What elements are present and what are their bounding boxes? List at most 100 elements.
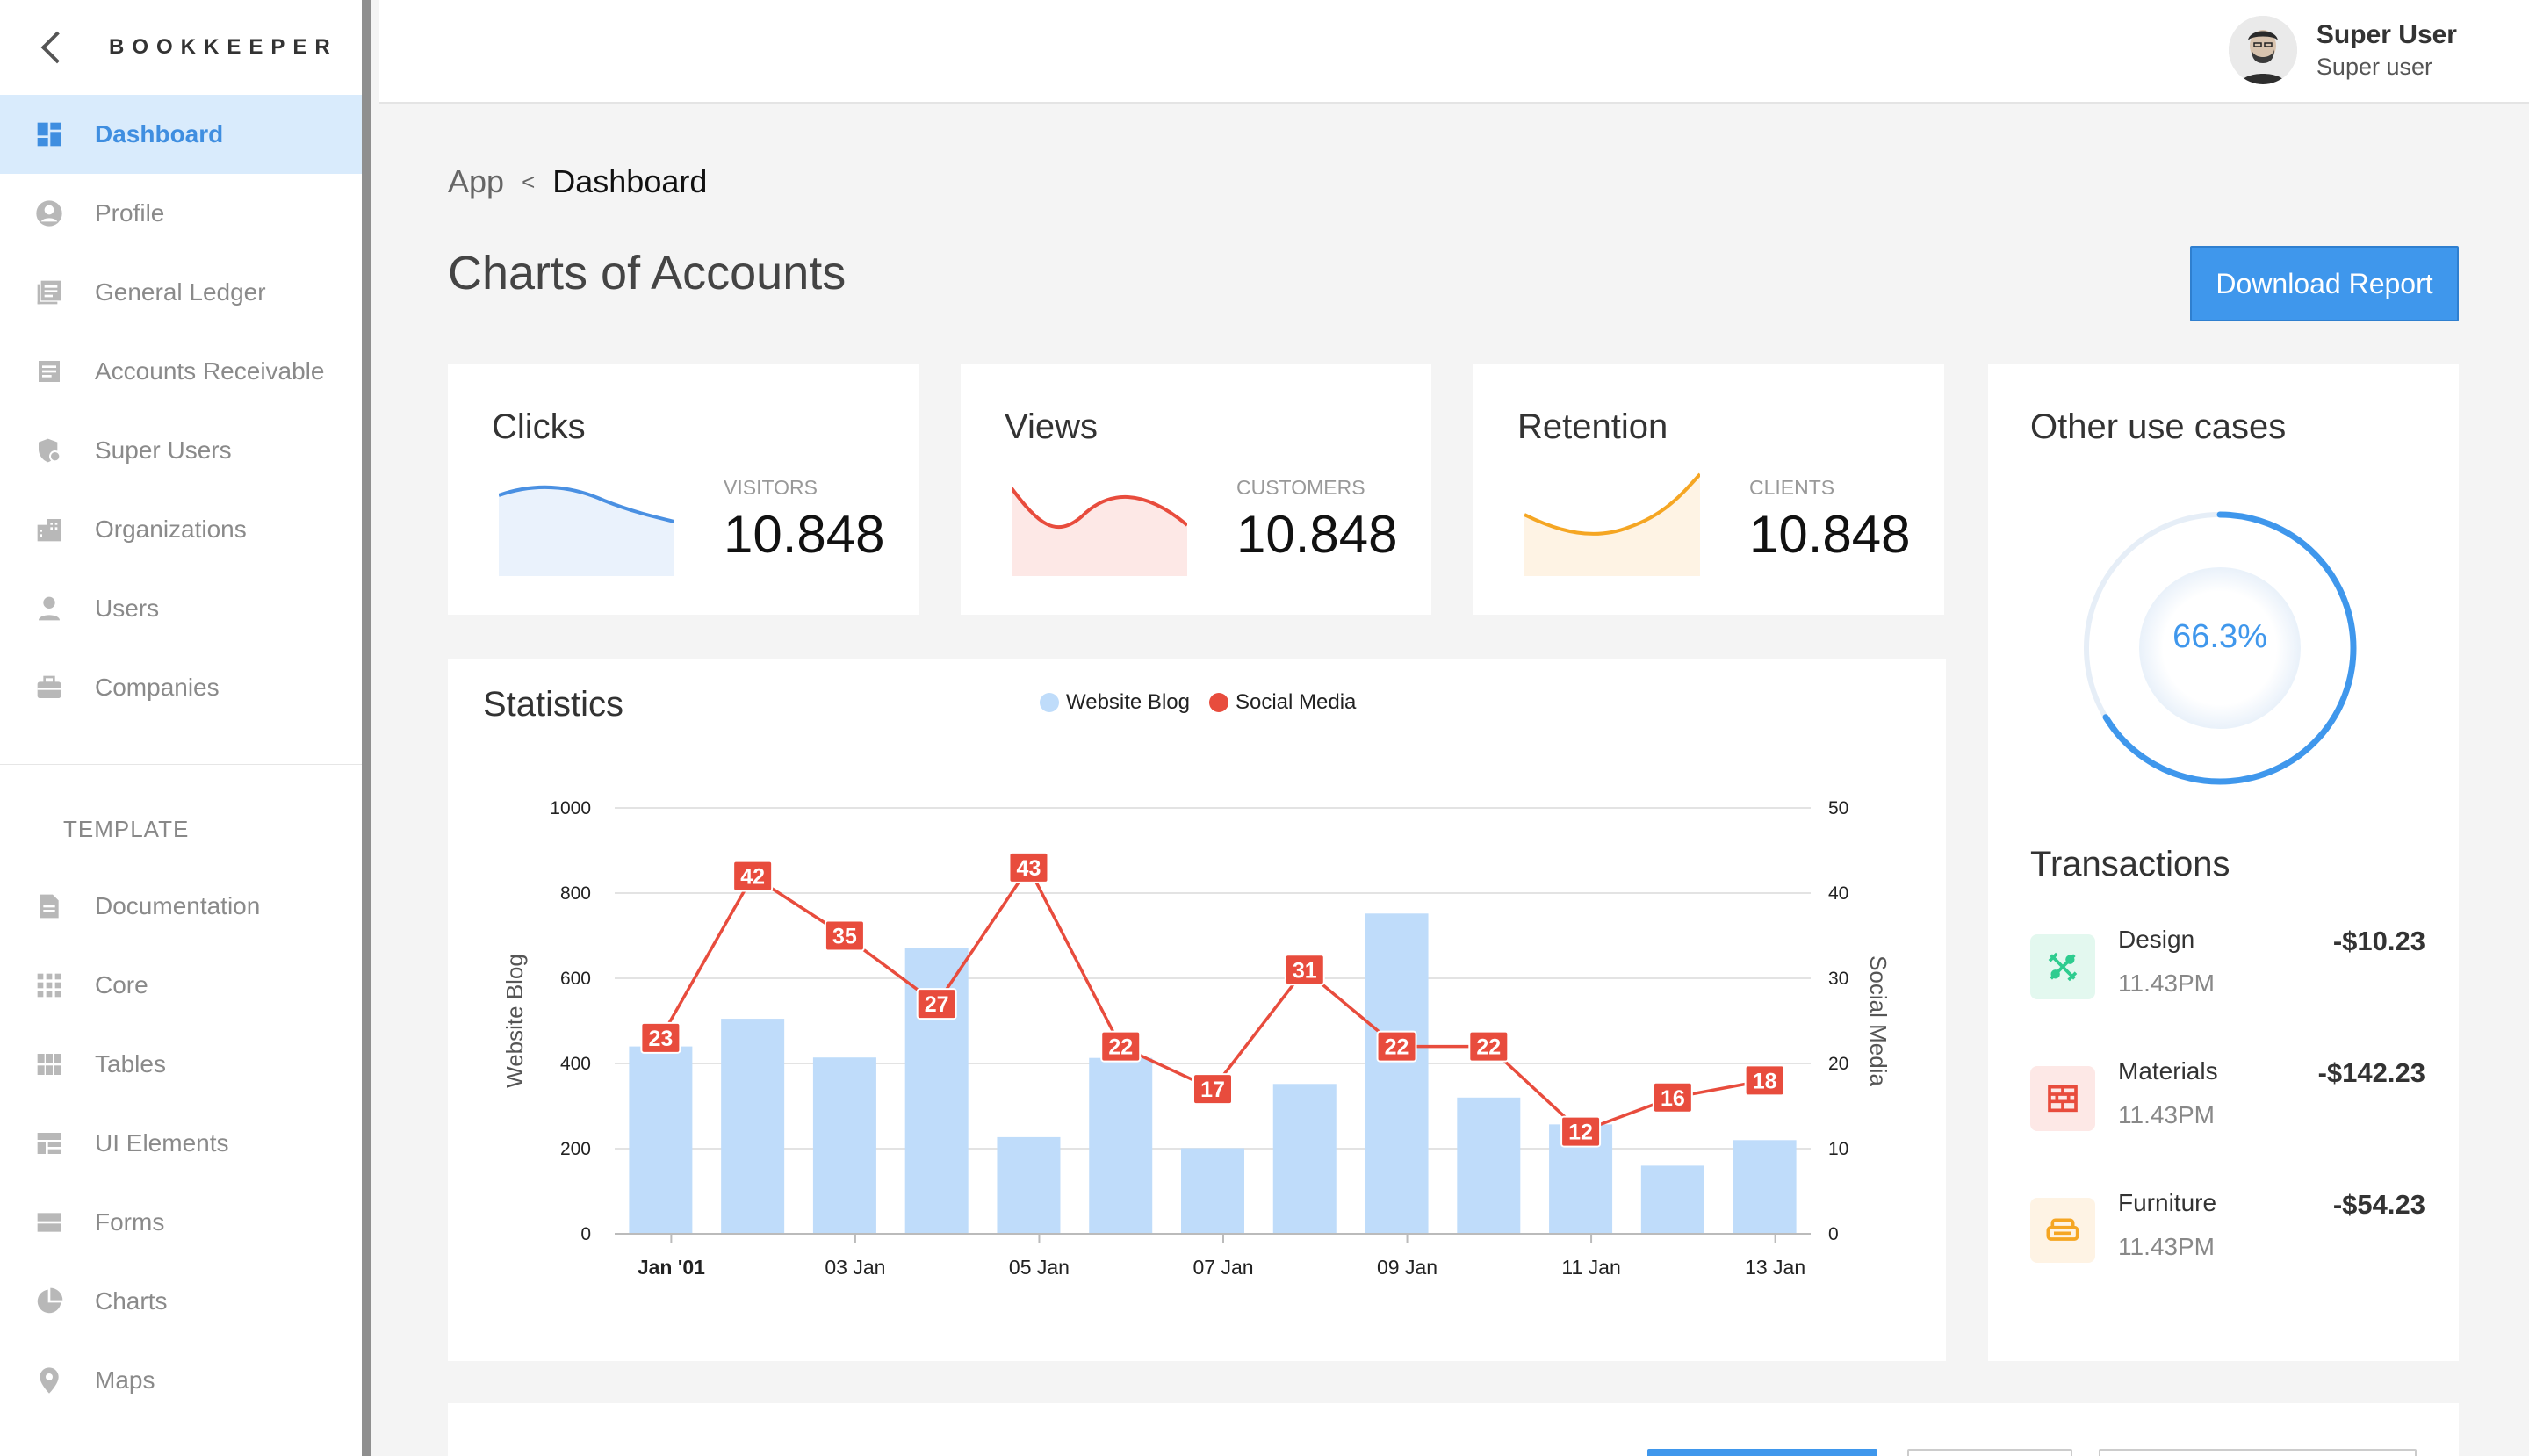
- grid-icon: [35, 971, 63, 999]
- data-label: 22: [1476, 1035, 1501, 1060]
- transaction-time: 11.43PM: [2118, 1101, 2215, 1128]
- stat-label: VISITORS: [724, 476, 818, 499]
- data-label-box: [640, 1021, 681, 1054]
- chart-legend: Website Blog Social Media: [1040, 690, 1375, 715]
- brand: BOOKKEEPER: [0, 0, 362, 95]
- sidebar-item-label: Super Users: [95, 436, 232, 464]
- sidebar-item-companies[interactable]: Companies: [0, 648, 362, 727]
- sidebar-item-forms[interactable]: Forms: [0, 1183, 362, 1262]
- sidebar-item-documentation[interactable]: Documentation: [0, 867, 362, 946]
- bar: [629, 1046, 693, 1234]
- transaction-name: Furniture: [2118, 1189, 2217, 1216]
- sidebar: BOOKKEEPER Dashboard Profile General Led…: [0, 0, 371, 1456]
- sidebar-item-label: Documentation: [95, 892, 261, 919]
- sidebar-item-core[interactable]: Core: [0, 946, 362, 1025]
- bar: [1365, 913, 1429, 1234]
- data-label-box: [1560, 1115, 1602, 1148]
- download-report-button[interactable]: Download Report: [2190, 246, 2459, 321]
- bar: [721, 1019, 785, 1234]
- user-menu[interactable]: Super User Super user: [2228, 16, 2457, 84]
- sidebar-item-maps[interactable]: Maps: [0, 1341, 362, 1420]
- sidebar-item-dashboard[interactable]: Dashboard: [0, 95, 362, 174]
- sidebar-item-tables[interactable]: Tables: [0, 1025, 362, 1104]
- bottom-select[interactable]: [2099, 1449, 2417, 1456]
- bottom-secondary-button[interactable]: [1907, 1449, 2072, 1456]
- sidebar-item-label: General Ledger: [95, 278, 266, 306]
- sidebar-item-label: Companies: [95, 674, 220, 701]
- sidebar-item-label: Profile: [95, 199, 165, 227]
- design-tools-icon: [2030, 934, 2095, 999]
- chevron-left-icon[interactable]: [40, 31, 74, 64]
- transaction-item[interactable]: Materials 11.43PM -$142.23: [2030, 1057, 2425, 1154]
- data-label: 12: [1568, 1121, 1593, 1145]
- data-label: 27: [925, 992, 949, 1017]
- data-label-box: [1008, 851, 1049, 883]
- data-label-box: [1652, 1081, 1693, 1114]
- legend-label: Website Blog: [1066, 690, 1190, 714]
- sparkline-chart: [1524, 472, 1700, 576]
- sidebar-item-super-users[interactable]: Super Users: [0, 411, 362, 490]
- sidebar-item-label: Core: [95, 971, 148, 998]
- map-pin-icon: [35, 1366, 63, 1395]
- x-tick-label: 03 Jan: [825, 1256, 885, 1279]
- ledger-icon: [35, 278, 63, 306]
- data-label: 43: [1017, 856, 1041, 881]
- data-label: 17: [1200, 1078, 1225, 1102]
- bar: [1640, 1165, 1704, 1234]
- bricks-icon: [2030, 1066, 2095, 1131]
- legend-item-social-media[interactable]: Social Media: [1208, 690, 1357, 715]
- y-tick-label: 400: [560, 1054, 591, 1074]
- breadcrumb-root[interactable]: App: [448, 163, 505, 199]
- sidebar-item-ui-elements[interactable]: UI Elements: [0, 1104, 362, 1183]
- breadcrumb: App < Dashboard: [448, 163, 707, 200]
- statistics-title: Statistics: [483, 685, 624, 724]
- legend-item-website-blog[interactable]: Website Blog: [1040, 690, 1190, 715]
- stat-card-views: Views CUSTOMERS 10.848: [961, 364, 1431, 615]
- sidebar-item-organizations[interactable]: Organizations: [0, 490, 362, 569]
- stat-title: Clicks: [492, 407, 586, 446]
- sidebar-item-general-ledger[interactable]: General Ledger: [0, 253, 362, 332]
- sidebar-item-label: Organizations: [95, 515, 247, 543]
- bar: [1733, 1140, 1797, 1234]
- stat-title: Views: [1005, 407, 1098, 446]
- sidebar-item-accounts-receivable[interactable]: Accounts Receivable: [0, 332, 362, 411]
- avatar[interactable]: [2228, 16, 2297, 84]
- other-use-cases-card: Other use cases 66.3% Transactions Desig…: [1988, 364, 2459, 1361]
- data-label: 16: [1661, 1086, 1685, 1111]
- transaction-item[interactable]: Design 11.43PM -$10.23: [2030, 926, 2425, 1022]
- sparkline-chart: [1012, 487, 1187, 576]
- sidebar-item-label: Maps: [95, 1366, 155, 1394]
- transaction-time: 11.43PM: [2118, 969, 2215, 997]
- sidebar-item-users[interactable]: Users: [0, 569, 362, 648]
- page-title: Charts of Accounts: [448, 247, 847, 299]
- y-tick-label: 1000: [550, 798, 591, 818]
- data-label: 31: [1293, 958, 1317, 983]
- y-tick-label: 0: [580, 1224, 591, 1244]
- user-name: Super User: [2316, 19, 2457, 49]
- data-label-box: [732, 860, 774, 892]
- sparkline-line: [1012, 487, 1187, 529]
- sidebar-item-charts[interactable]: Charts: [0, 1262, 362, 1341]
- x-tick-label: 05 Jan: [1009, 1256, 1070, 1279]
- legend-label: Social Media: [1235, 690, 1357, 714]
- sidebar-item-profile[interactable]: Profile: [0, 174, 362, 253]
- bar: [997, 1136, 1061, 1234]
- transaction-amount: -$10.23: [2332, 926, 2425, 956]
- data-label: 23: [648, 1027, 673, 1051]
- sparkline-area: [1524, 474, 1700, 576]
- donut-progress-arc: [2083, 511, 2357, 785]
- bottom-card: [448, 1403, 2459, 1456]
- bottom-primary-button[interactable]: [1647, 1449, 1877, 1456]
- sidebar-item-label: Charts: [95, 1287, 168, 1315]
- transaction-amount: -$142.23: [2317, 1057, 2425, 1088]
- stat-value: 10.848: [724, 505, 885, 564]
- data-label-box: [1376, 1030, 1417, 1063]
- stat-title: Retention: [1517, 407, 1668, 446]
- transaction-item[interactable]: Furniture 11.43PM -$54.23: [2030, 1189, 2425, 1286]
- sidebar-item-label: UI Elements: [95, 1129, 229, 1157]
- other-use-cases-title: Other use cases: [2030, 407, 2287, 446]
- bar: [812, 1057, 876, 1234]
- donut-center: [2139, 567, 2301, 729]
- sparkline-line: [1524, 472, 1700, 536]
- bar: [1457, 1097, 1521, 1234]
